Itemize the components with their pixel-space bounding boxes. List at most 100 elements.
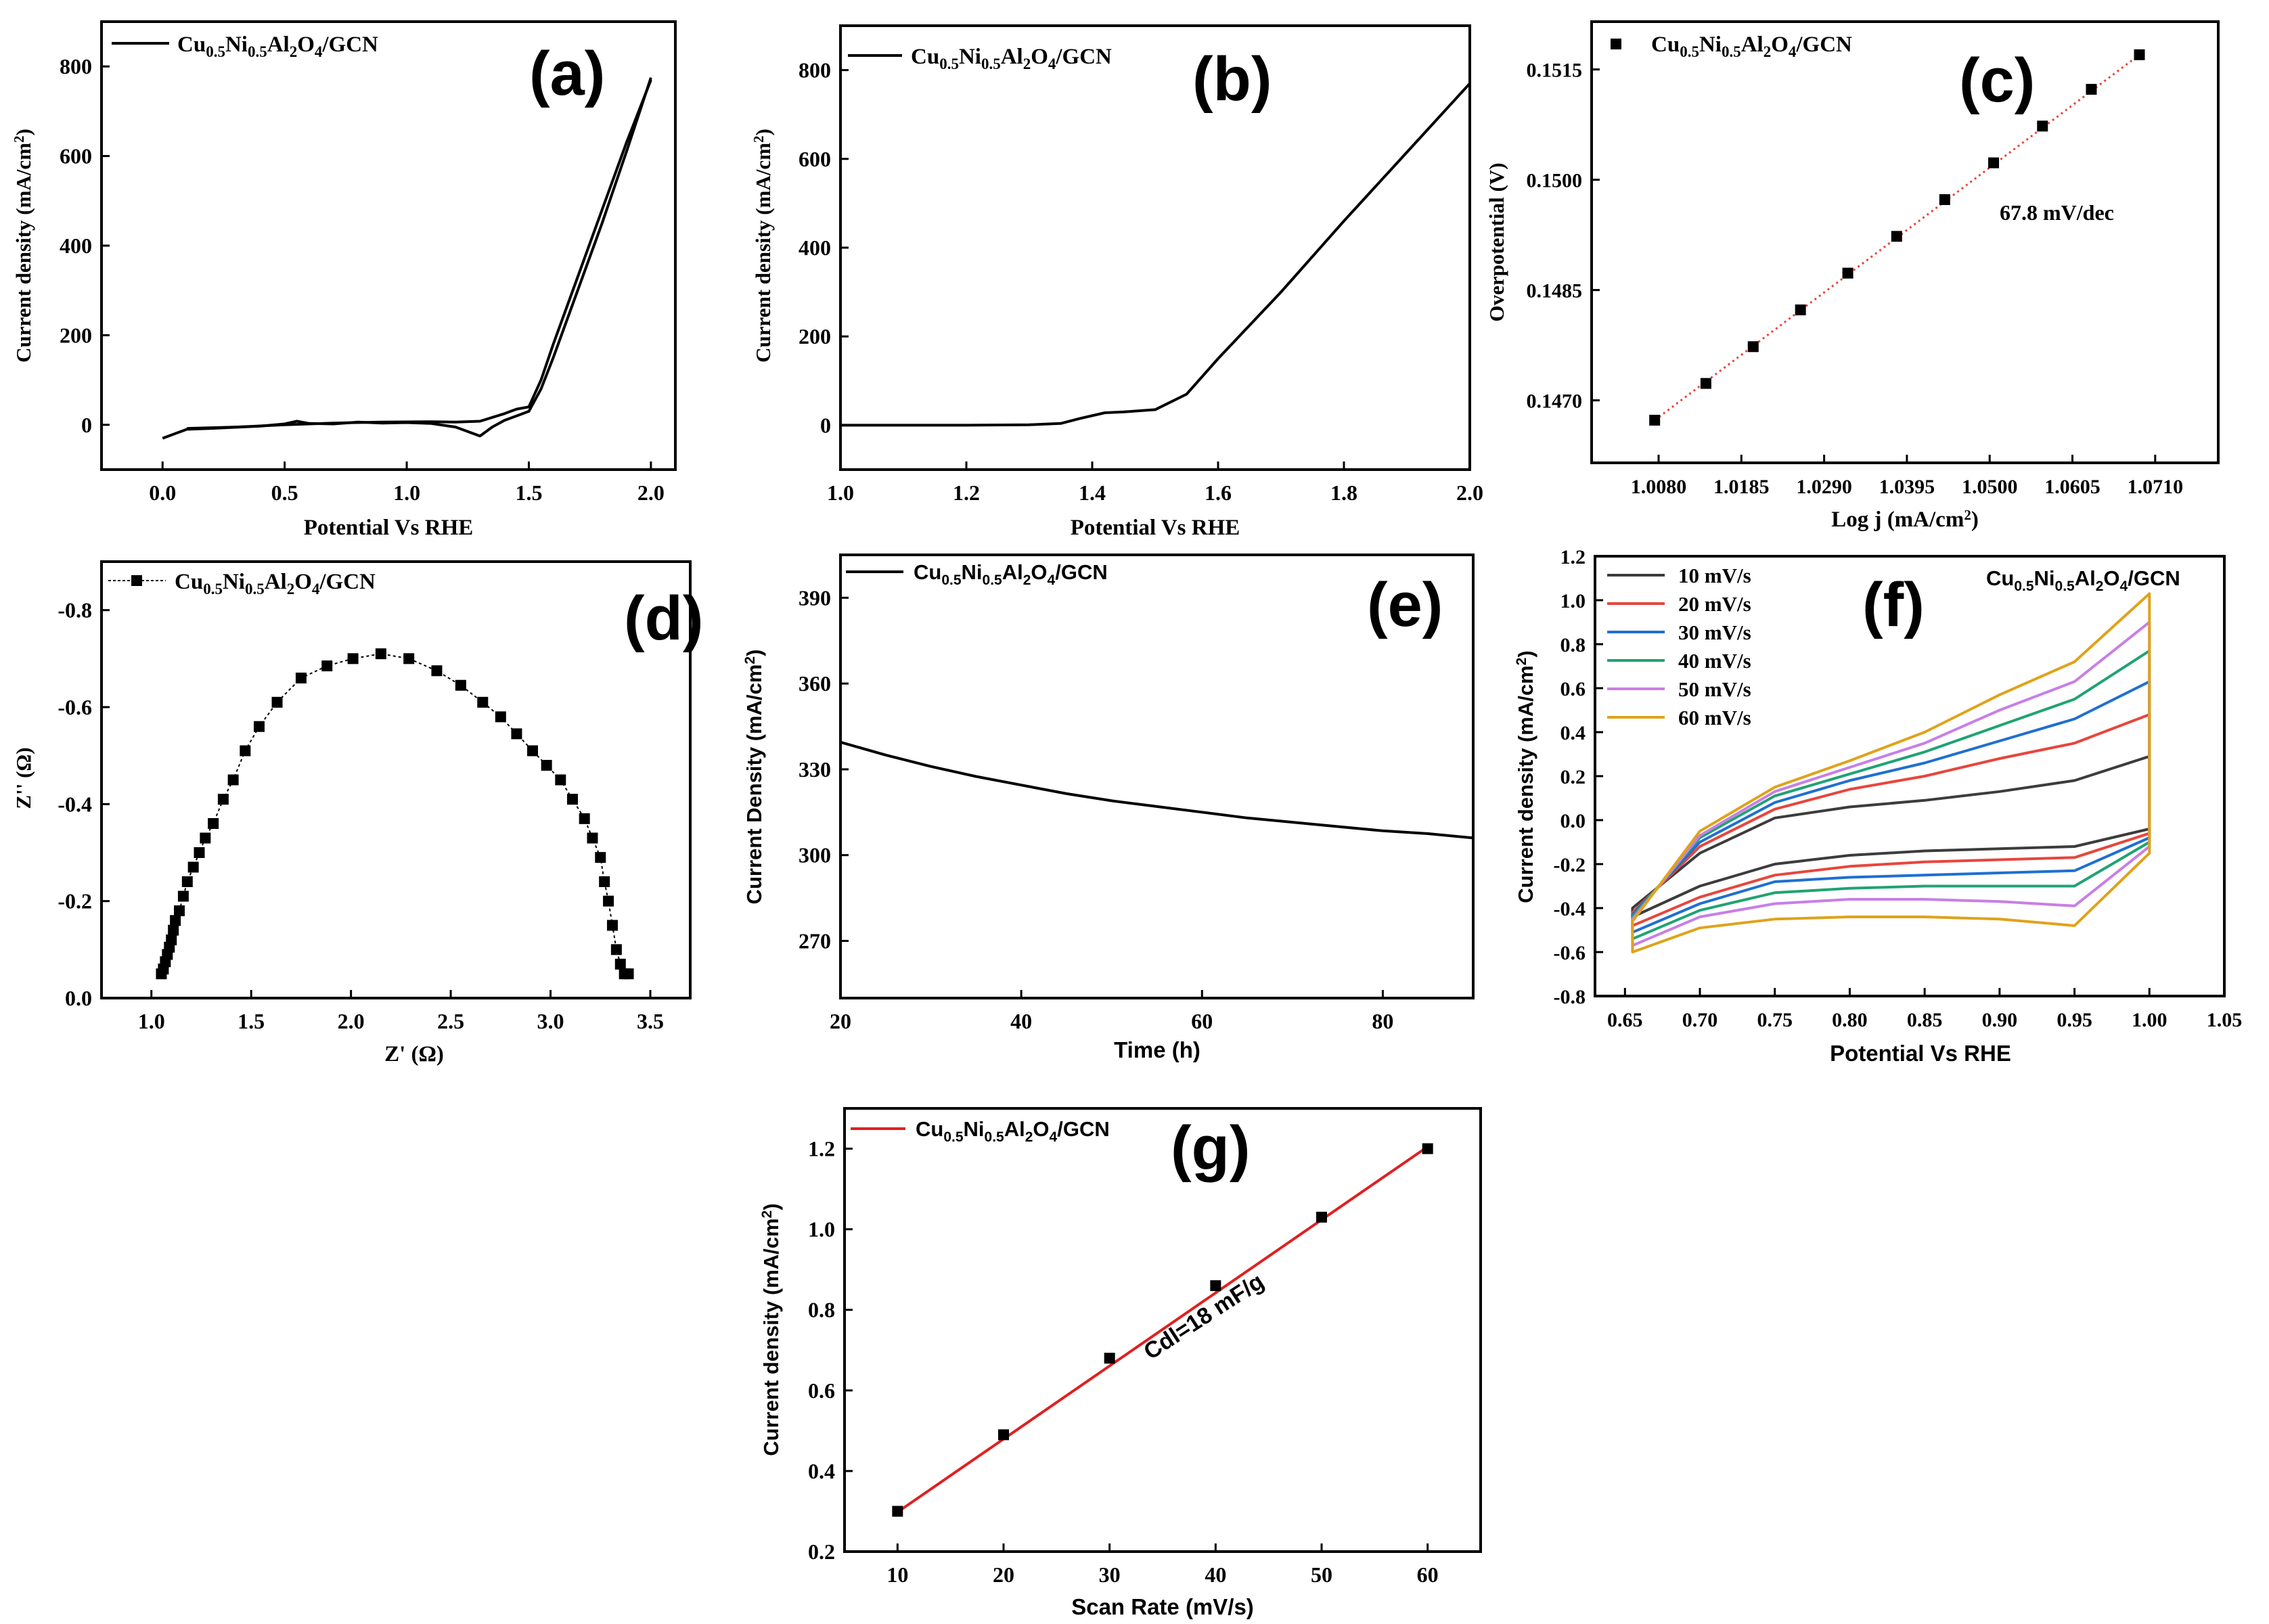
x-tick-label: 1.0: [393, 480, 420, 505]
data-point: [477, 696, 489, 708]
plot-frame: [100, 560, 692, 999]
panel-d: 1.0 1.5 2.0 2.5 3.0 3.5 0.0 -0.2 -0.4 -0.6 -0.8 Cu…: [12, 560, 703, 1066]
data-point: [1988, 157, 2000, 168]
x-tick-label: 1.2: [953, 480, 980, 505]
series-line: [160, 653, 629, 975]
y-tick-label: 0: [820, 413, 831, 437]
panel-b: 1.0 1.2 1.4 1.6 1.8 2.0 0 200 400 600 800 Cu0.5Ni0…: [750, 24, 1483, 540]
y-tick-label: 400: [60, 233, 92, 258]
data-point: [1842, 267, 1854, 279]
panel-c: 1.0080 1.0185 1.0290 1.0395 1.0500 1.0605 1.07…: [1485, 20, 2220, 532]
data-point: [998, 1429, 1009, 1441]
cdl-annotation: Cdl=18 mF/g: [1139, 1269, 1268, 1365]
y-axis-label: Current density (mA/cm2): [750, 129, 775, 363]
data-point: [177, 890, 189, 902]
x-tick-label: 1.0710: [2128, 476, 2184, 498]
y-tick-label: 360: [799, 671, 831, 696]
y-tick-label: 0.4: [1560, 722, 1586, 744]
data-point: [455, 679, 466, 691]
x-tick-label: 0.95: [2057, 1009, 2092, 1031]
legend-marker: [1611, 39, 1621, 49]
x-axis-label: Time (h): [1114, 1037, 1200, 1062]
y-tick-label: 0.4: [808, 1459, 835, 1483]
data-point: [606, 920, 618, 931]
legend-label: 30 mV/s: [1678, 621, 1751, 644]
y-tick-label: 0.1515: [1527, 60, 1583, 82]
data-point: [595, 852, 606, 863]
legend-label: Cu0.5Ni0.5Al2O4/GCN: [177, 32, 378, 60]
y-tick-label: -0.8: [1554, 986, 1586, 1008]
x-tick-label: 20: [830, 1009, 851, 1033]
x-tick-label: 3.5: [637, 1009, 664, 1033]
panel-label: (b): [1192, 45, 1272, 114]
x-tick-label: 1.05: [2207, 1009, 2243, 1031]
data-point: [527, 745, 539, 757]
data-point: [1316, 1211, 1327, 1223]
x-tick-label: 1.8: [1330, 480, 1357, 505]
data-point: [168, 924, 179, 936]
data-point: [1795, 304, 1806, 315]
x-tick-label: 1.0080: [1631, 476, 1687, 498]
x-tick-label: 2.0: [338, 1009, 365, 1033]
y-tick-label: 0.2: [1560, 766, 1586, 788]
y-tick-label: 0: [81, 413, 92, 437]
panel-label: (f): [1862, 570, 1925, 639]
legend-label: Cu0.5Ni0.5Al2O4/GCN: [914, 560, 1108, 588]
y-axis-label: Overpotential (V): [1485, 162, 1508, 321]
x-tick-label: 1.5: [515, 480, 542, 505]
fit-line: [897, 1145, 1429, 1514]
panel-label: (e): [1367, 570, 1443, 639]
data-point: [1104, 1353, 1115, 1364]
data-point: [579, 813, 590, 824]
y-tick-label: 330: [799, 757, 831, 782]
data-point: [1939, 194, 1950, 205]
data-point: [187, 861, 199, 873]
x-tick-label: 1.0500: [1962, 476, 2018, 498]
legend-label: 10 mV/s: [1678, 564, 1751, 587]
x-axis-label: Log j (mA/cm2): [1831, 507, 1979, 532]
x-tick-label: 1.00: [2132, 1009, 2167, 1031]
data-point: [208, 818, 219, 829]
y-tick-label: 200: [60, 323, 92, 347]
data-point: [227, 774, 239, 786]
data-point: [1210, 1280, 1221, 1291]
y-axis-label: Current density (mA/cm2): [11, 129, 35, 363]
series-line: [187, 79, 652, 430]
data-point: [1891, 231, 1902, 242]
y-axis-label: Current Density (mA/cm2): [742, 650, 766, 905]
y-tick-label: 800: [799, 58, 831, 83]
x-tick-label: 60: [1417, 1562, 1439, 1587]
y-tick-label: -0.4: [58, 792, 92, 816]
data-point: [321, 660, 333, 672]
x-tick-label: 1.4: [1079, 480, 1106, 505]
plot-frame: [843, 1107, 1482, 1553]
x-tick-label: 1.0605: [2044, 476, 2100, 498]
data-point: [1422, 1143, 1433, 1154]
x-tick-label: 2.0: [1456, 480, 1483, 505]
data-point: [181, 876, 193, 887]
y-tick-label: 0.6: [1560, 678, 1586, 700]
legend-label: Cu0.5Ni0.5Al2O4/GCN: [916, 1117, 1110, 1145]
data-point: [599, 876, 610, 887]
x-tick-label: 2.0: [637, 480, 665, 505]
x-tick-label: 50: [1311, 1562, 1332, 1587]
x-tick-label: 0.65: [1607, 1009, 1643, 1031]
y-tick-label: 1.2: [808, 1137, 835, 1161]
y-tick-label: 0.1500: [1527, 170, 1583, 192]
data-point: [1649, 414, 1661, 426]
y-axis-label: Current density (mA/cm2): [1514, 650, 1537, 903]
x-tick-label: 60: [1191, 1009, 1213, 1033]
x-tick-label: 0.90: [1982, 1009, 2018, 1031]
data-point: [555, 774, 566, 786]
x-tick-label: 0.0: [149, 480, 176, 505]
legend-label: 60 mV/s: [1678, 706, 1751, 729]
data-point: [614, 958, 626, 970]
data-point: [200, 832, 211, 844]
x-tick-label: 40: [1010, 1009, 1032, 1033]
x-tick-label: 1.5: [238, 1009, 265, 1033]
data-point: [1747, 341, 1759, 353]
x-axis-label: Potential Vs RHE: [304, 516, 474, 540]
x-tick-label: 0.70: [1682, 1009, 1718, 1031]
panel-f: 0.65 0.70 0.75 0.80 0.85 0.90 0.95 1.00 1.05 -0.8…: [1514, 546, 2242, 1066]
